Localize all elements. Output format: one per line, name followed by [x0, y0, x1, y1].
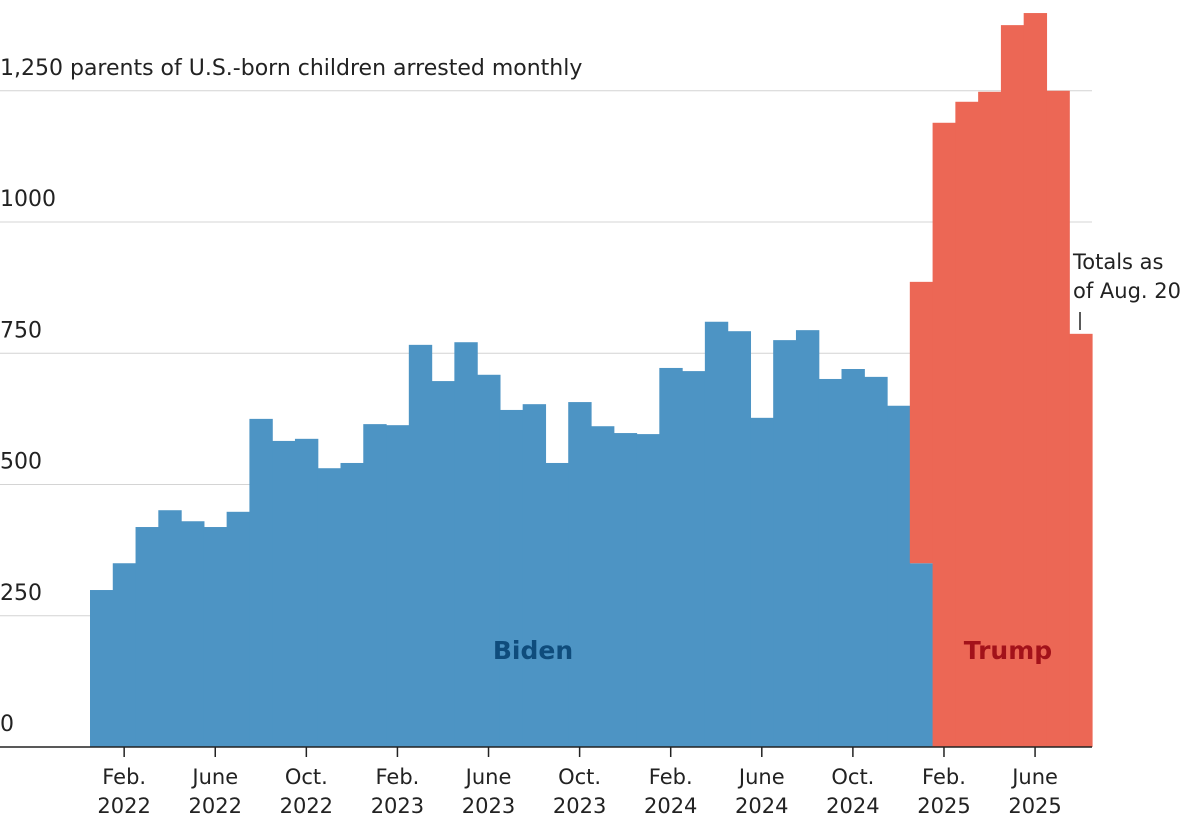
- bar: [818, 378, 843, 747]
- bar: [431, 381, 455, 747]
- bar: [363, 424, 387, 747]
- bar: [659, 367, 683, 747]
- x-tick-label: June 2022: [188, 765, 242, 818]
- bar: [158, 510, 182, 747]
- bar: [591, 426, 615, 747]
- bar: [135, 527, 159, 747]
- bar: [727, 331, 752, 747]
- x-tick-label: June 2024: [735, 765, 789, 818]
- series-label: Biden: [493, 636, 573, 665]
- bar: [704, 321, 729, 747]
- bar: [1046, 90, 1070, 747]
- y-tick-label: 750: [0, 318, 42, 343]
- annotation: Totals as of Aug. 20: [1073, 250, 1181, 303]
- bar: [864, 376, 888, 747]
- bar: [887, 405, 911, 747]
- x-tick-label: Oct. 2022: [279, 765, 334, 818]
- bar: [978, 91, 1002, 748]
- bar: [750, 417, 774, 747]
- bar: [181, 521, 205, 747]
- bar: [909, 281, 934, 564]
- bar: [932, 122, 956, 747]
- x-tick-label: Oct. 2024: [826, 765, 880, 818]
- bar: [112, 563, 137, 747]
- x-tick-label: Feb. 2023: [370, 765, 425, 818]
- bar: [203, 527, 228, 747]
- bar: [1069, 333, 1093, 747]
- y-tick-label: 250: [0, 581, 42, 606]
- x-tick-label: June 2025: [1008, 765, 1062, 818]
- bar: [272, 440, 296, 747]
- bar: [773, 340, 797, 747]
- y-tick-label: 0: [0, 712, 14, 737]
- bar: [682, 371, 706, 747]
- bar: [408, 344, 433, 747]
- bar: [909, 563, 934, 747]
- x-tick-label: June 2023: [461, 765, 516, 818]
- bar: [568, 402, 592, 747]
- x-tick-label: Feb. 2024: [643, 765, 698, 818]
- bar: [294, 438, 319, 747]
- bar: [477, 374, 501, 747]
- bar: [955, 101, 979, 747]
- bar: [317, 468, 342, 747]
- bar: [545, 462, 569, 747]
- y-tick-label: 500: [0, 450, 42, 475]
- y-tick-label: 1000: [0, 187, 56, 212]
- bar: [249, 418, 273, 747]
- bar: [522, 404, 547, 747]
- bar: [613, 433, 638, 747]
- bar: [386, 425, 410, 747]
- bar: [454, 342, 478, 747]
- bar: [841, 369, 865, 747]
- bar: [90, 590, 114, 747]
- x-tick-label: Feb. 2022: [97, 765, 151, 818]
- bar: [795, 330, 820, 747]
- x-tick-label: Oct. 2023: [552, 765, 607, 818]
- bar: [340, 462, 364, 747]
- x-tick-label: Feb. 2025: [917, 765, 971, 818]
- bar: [226, 511, 251, 747]
- series-label: Trump: [964, 636, 1052, 665]
- bar: [636, 434, 660, 747]
- y-tick-label: 1,250 parents of U.S.-born children arre…: [0, 56, 582, 81]
- bar: [1023, 13, 1048, 748]
- bar: [499, 409, 524, 747]
- bar: [1000, 25, 1025, 747]
